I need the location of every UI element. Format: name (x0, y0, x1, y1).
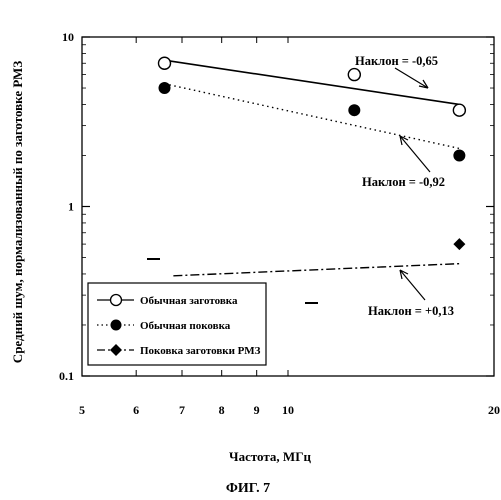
arrow-slope-1 (395, 68, 428, 88)
open-circle-icon (111, 295, 122, 306)
point-series-2 (453, 149, 465, 161)
legend-item-1: Обычная заготовка (97, 295, 238, 308)
annotation-slope-2: Наклон = -0,92 (362, 175, 445, 189)
point-series-1 (348, 69, 360, 81)
point-series-1 (453, 104, 465, 116)
legend-item-2: Обычная поковка (97, 320, 231, 333)
legend: Обычная заготовка Обычная поковка Поковк… (88, 283, 266, 365)
y-tick-label: 10 (62, 30, 74, 44)
filled-circle-icon (111, 320, 122, 331)
x-tick-label: 10 (282, 403, 294, 417)
arrow-slope-2 (400, 136, 430, 172)
annotation-slope-1: Наклон = -0,65 (355, 54, 438, 68)
y-axis-label: Средний шум, нормализованный по заготовк… (10, 61, 25, 364)
fit-line-series-2 (165, 84, 460, 149)
legend-label-1: Обычная заготовка (140, 295, 238, 307)
point-series-2 (159, 82, 171, 94)
x-tick-label: 8 (219, 403, 225, 417)
legend-label-3: Поковка заготовки РМЗ (140, 345, 261, 357)
figure-caption: ФИГ. 7 (226, 481, 270, 496)
point-series-2 (348, 104, 360, 116)
x-tick-label: 20 (488, 403, 500, 417)
x-tick-label: 6 (133, 403, 139, 417)
x-tick-label: 7 (179, 403, 185, 417)
x-axis-label: Частота, МГц (229, 449, 311, 464)
annotation-slope-3: Наклон = +0,13 (368, 304, 454, 318)
y-tick-label: 0.1 (59, 369, 74, 383)
fit-line-series-3 (173, 264, 459, 276)
point-series-3 (453, 238, 465, 250)
arrow-slope-3 (400, 270, 425, 300)
legend-label-2: Обычная поковка (140, 320, 231, 332)
x-tick-label: 9 (254, 403, 260, 417)
x-tick-label: 5 (79, 403, 85, 417)
y-tick-label: 1 (68, 200, 74, 214)
point-series-1 (159, 57, 171, 69)
